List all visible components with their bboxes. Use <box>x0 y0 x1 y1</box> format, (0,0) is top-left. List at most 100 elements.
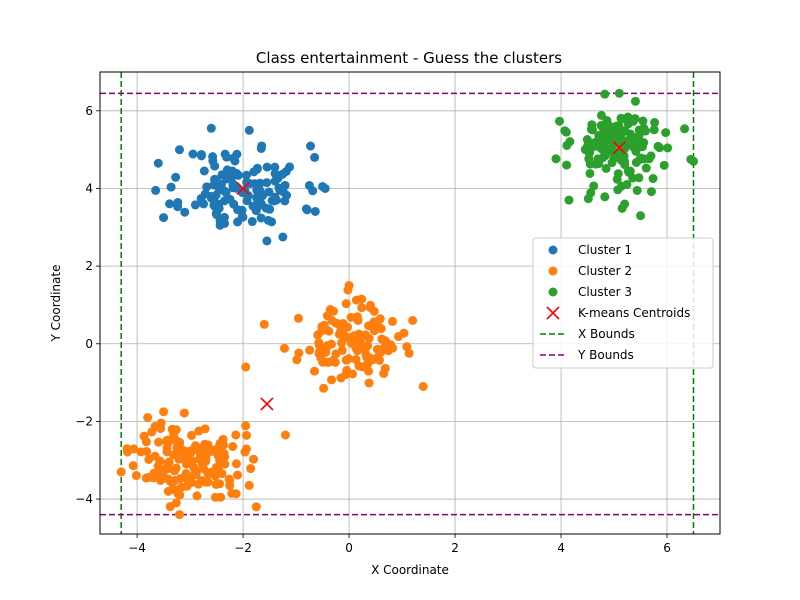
cluster-1-point <box>166 182 176 192</box>
cluster-2-point <box>131 471 141 481</box>
cluster-3-point <box>564 195 574 205</box>
cluster-2-point <box>294 348 304 358</box>
cluster-2-point <box>231 459 241 469</box>
cluster-1-point <box>229 153 239 163</box>
cluster-2-point <box>394 332 404 342</box>
cluster-2-point <box>329 306 339 316</box>
cluster-3-point <box>565 137 575 147</box>
cluster-1-point <box>199 166 209 176</box>
cluster-1-point <box>228 179 238 189</box>
cluster-2-point <box>305 345 315 355</box>
cluster-1-point <box>173 202 183 212</box>
cluster-2-point <box>155 456 165 466</box>
cluster-3-point <box>661 128 671 138</box>
cluster-2-point <box>280 430 290 440</box>
cluster-2-point <box>199 464 209 474</box>
cluster-3-point <box>634 173 644 183</box>
cluster-1-point <box>188 149 198 159</box>
cluster-2-point <box>228 441 238 451</box>
cluster-2-point <box>375 314 385 324</box>
cluster-2-point <box>337 345 347 355</box>
cluster-1-point <box>250 179 260 189</box>
cluster-2-point <box>357 303 367 313</box>
cluster-1-point <box>262 178 272 188</box>
cluster-2-point <box>141 437 151 447</box>
cluster-2-point <box>365 302 375 312</box>
y-tick-label: 2 <box>85 259 93 273</box>
cluster-2-point <box>191 470 201 480</box>
cluster-2-point <box>218 440 228 450</box>
cluster-1-point <box>159 213 169 223</box>
x-tick-label: 6 <box>663 541 671 555</box>
cluster-2-point <box>386 340 396 350</box>
cluster-2-point <box>341 299 351 309</box>
cluster-3-point <box>686 154 696 164</box>
cluster-2-point <box>165 502 175 512</box>
cluster-1-point <box>310 152 320 162</box>
cluster-3-point <box>600 192 610 202</box>
cluster-2-point <box>338 325 348 335</box>
cluster-3-point <box>633 133 643 143</box>
cluster-1-point <box>241 170 251 180</box>
legend-label: Cluster 1 <box>578 243 632 257</box>
cluster-1-point <box>190 200 200 210</box>
cluster-2-point <box>216 492 226 502</box>
cluster-2-point <box>152 469 162 479</box>
cluster-2-point <box>177 482 187 492</box>
cluster-2-point <box>163 438 173 448</box>
cluster-1-point <box>219 186 229 196</box>
cluster-2-point <box>352 339 362 349</box>
cluster-1-point <box>278 232 288 242</box>
cluster-1-point <box>222 152 232 162</box>
cluster-1-point <box>153 158 163 168</box>
cluster-1-point <box>305 141 315 151</box>
cluster-1-point <box>271 195 281 205</box>
y-tick-label: 6 <box>85 104 93 118</box>
cluster-1-point <box>196 151 206 161</box>
cluster-3-point <box>601 163 611 173</box>
cluster-1-point <box>310 206 320 216</box>
cluster-2-point <box>116 467 126 477</box>
cluster-2-point <box>189 462 199 472</box>
y-axis-label: Y Coordinate <box>49 265 63 343</box>
cluster-2-point <box>175 490 185 500</box>
cluster-3-point <box>630 96 640 106</box>
legend-item: Cluster 1 <box>548 243 632 257</box>
legend-label: X Bounds <box>578 327 635 341</box>
cluster-2-point <box>319 383 329 393</box>
cluster-2-point <box>380 363 390 373</box>
cluster-3-point <box>636 211 646 221</box>
cluster-2-point <box>246 464 256 474</box>
cluster-1-point <box>200 189 210 199</box>
cluster-1-point <box>257 141 267 151</box>
y-tick-label: −4 <box>75 492 93 506</box>
cluster-2-point <box>163 474 173 484</box>
cluster-1-point <box>165 199 175 209</box>
cluster-2-point <box>324 326 334 336</box>
cluster-3-point <box>562 160 572 170</box>
cluster-3-point <box>631 146 641 156</box>
cluster-2-point <box>357 362 367 372</box>
cluster-3-point <box>596 120 606 130</box>
cluster-2-point <box>408 315 418 325</box>
cluster-1-point <box>174 145 184 155</box>
cluster-3-point <box>589 181 599 191</box>
cluster-2-point <box>187 430 197 440</box>
cluster-2-point <box>170 475 180 485</box>
cluster-1-point <box>247 217 257 227</box>
cluster-2-point <box>241 444 251 454</box>
cluster-1-point <box>252 164 262 174</box>
cluster-3-point <box>586 188 596 198</box>
centroid-marker <box>612 141 626 155</box>
cluster-2-point <box>317 322 327 332</box>
centroid-layer <box>236 141 626 411</box>
cluster-2-point <box>402 342 412 352</box>
cluster-3-point <box>554 116 564 126</box>
cluster-2-point <box>231 430 241 440</box>
cluster-1-point <box>267 217 277 227</box>
legend-marker <box>548 266 558 276</box>
cluster-2-point <box>364 333 374 343</box>
cluster-2-point <box>292 355 302 365</box>
cluster-3-point <box>655 143 665 153</box>
cluster-2-point <box>372 344 382 354</box>
